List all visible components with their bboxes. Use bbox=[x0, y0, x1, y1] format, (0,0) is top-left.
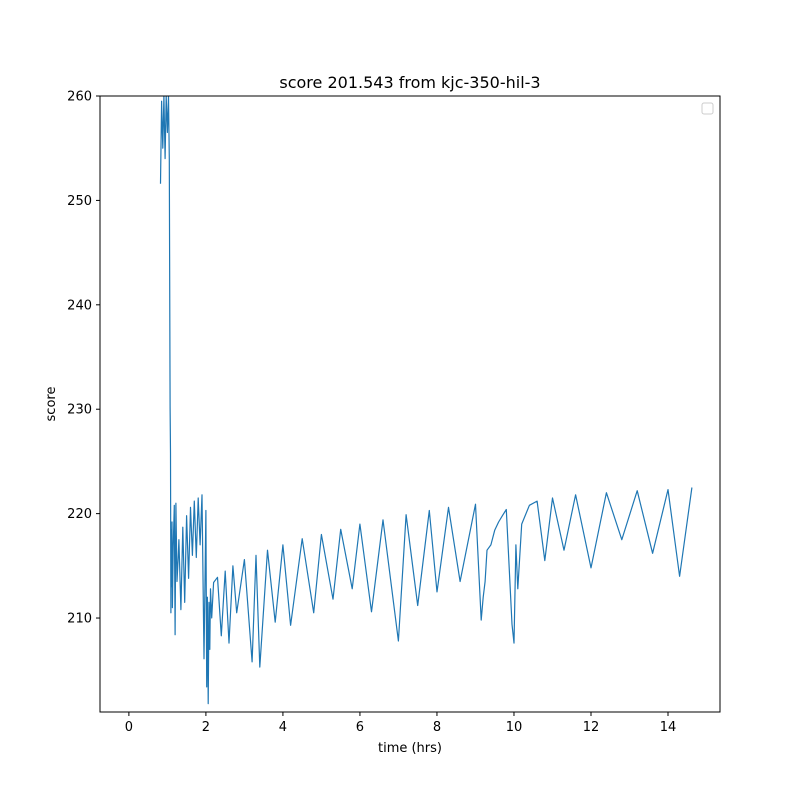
x-tick-label: 14 bbox=[660, 720, 677, 735]
series-line-0 bbox=[159, 96, 693, 705]
y-tick-label: 210 bbox=[67, 612, 92, 627]
y-tick-label: 250 bbox=[67, 194, 92, 209]
x-tick-label: 12 bbox=[583, 720, 600, 735]
x-tick-label: 8 bbox=[433, 720, 441, 735]
x-tick-label: 0 bbox=[125, 720, 133, 735]
y-axis: 210 220 230 240 250 260 bbox=[67, 90, 100, 627]
chart-title: score 201.543 from kjc-350-hil-3 bbox=[279, 73, 540, 92]
y-tick-label: 230 bbox=[67, 403, 92, 418]
axes-frame bbox=[99, 95, 721, 713]
x-axis: 0 2 4 6 8 10 12 14 bbox=[125, 712, 677, 735]
legend-box bbox=[701, 102, 714, 115]
plot-area bbox=[159, 96, 693, 705]
x-axis-label: time (hrs) bbox=[378, 741, 442, 756]
y-axis-label: score bbox=[44, 387, 59, 422]
y-tick-label: 220 bbox=[67, 507, 92, 522]
x-tick-label: 2 bbox=[202, 720, 210, 735]
y-tick-label: 240 bbox=[67, 298, 92, 313]
x-tick-label: 6 bbox=[356, 720, 364, 735]
y-tick-label: 260 bbox=[67, 90, 92, 105]
x-tick-label: 10 bbox=[506, 720, 523, 735]
x-tick-label: 4 bbox=[279, 720, 287, 735]
